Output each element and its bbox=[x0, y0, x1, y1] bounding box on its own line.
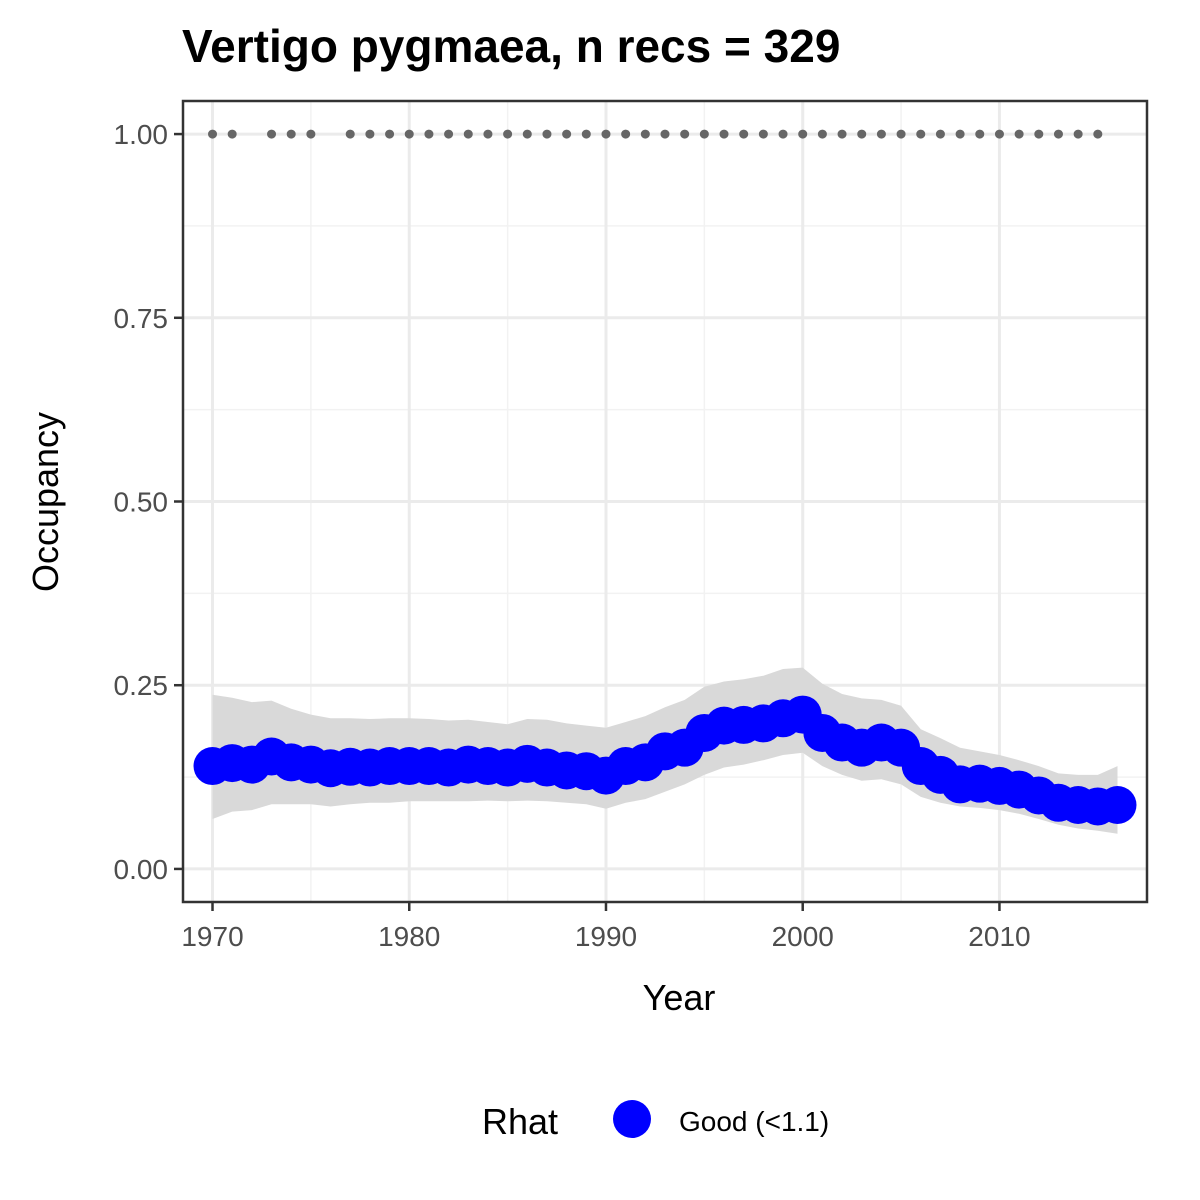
record-marker bbox=[463, 129, 473, 139]
record-marker bbox=[365, 129, 375, 139]
record-marker bbox=[975, 129, 985, 139]
record-marker bbox=[857, 129, 867, 139]
record-marker bbox=[680, 129, 690, 139]
data-point bbox=[1098, 785, 1137, 824]
x-tick-label: 1980 bbox=[378, 921, 440, 952]
record-marker bbox=[562, 129, 572, 139]
y-tick-label: 1.00 bbox=[114, 119, 169, 150]
record-marker bbox=[1014, 129, 1024, 139]
record-marker bbox=[1034, 129, 1044, 139]
record-marker bbox=[1053, 129, 1063, 139]
legend-title: Rhat bbox=[482, 1101, 558, 1142]
y-axis-title: Occupancy bbox=[25, 412, 66, 592]
y-tick-label: 0.50 bbox=[114, 487, 169, 518]
record-marker bbox=[621, 129, 631, 139]
record-marker bbox=[1073, 129, 1083, 139]
record-marker bbox=[876, 129, 886, 139]
x-tick-label: 1990 bbox=[575, 921, 637, 952]
record-marker bbox=[916, 129, 926, 139]
record-marker bbox=[581, 129, 591, 139]
record-marker bbox=[483, 129, 493, 139]
x-axis: 1970 1980 1990 2000 2010 bbox=[181, 902, 1031, 952]
record-marker bbox=[542, 129, 552, 139]
record-marker bbox=[522, 129, 532, 139]
record-marker bbox=[739, 129, 749, 139]
chart-title: Vertigo pygmaea, n recs = 329 bbox=[182, 20, 840, 72]
record-marker bbox=[758, 129, 768, 139]
occupancy-points bbox=[193, 695, 1137, 826]
legend-label-good: Good (<1.1) bbox=[679, 1106, 829, 1137]
x-tick-label: 2010 bbox=[968, 921, 1030, 952]
record-marker bbox=[306, 129, 316, 139]
record-marker bbox=[345, 129, 355, 139]
record-marker bbox=[955, 129, 965, 139]
record-marker bbox=[444, 129, 454, 139]
y-tick-label: 0.25 bbox=[114, 670, 169, 701]
record-marker bbox=[227, 129, 237, 139]
x-axis-title: Year bbox=[643, 977, 716, 1018]
record-marker bbox=[208, 129, 218, 139]
record-marker bbox=[385, 129, 395, 139]
y-tick-label: 0.00 bbox=[114, 854, 169, 885]
x-tick-label: 2000 bbox=[772, 921, 834, 952]
x-tick-label: 1970 bbox=[181, 921, 243, 952]
record-marker bbox=[660, 129, 670, 139]
record-marker bbox=[267, 129, 277, 139]
record-marker bbox=[798, 129, 808, 139]
record-marker bbox=[503, 129, 513, 139]
record-year-markers bbox=[208, 129, 1103, 139]
record-marker bbox=[719, 129, 729, 139]
record-marker bbox=[994, 129, 1004, 139]
legend-key-good bbox=[613, 1100, 651, 1138]
record-marker bbox=[837, 129, 847, 139]
record-marker bbox=[601, 129, 611, 139]
record-marker bbox=[935, 129, 945, 139]
record-marker bbox=[404, 129, 414, 139]
record-marker bbox=[896, 129, 906, 139]
y-axis: 0.00 0.25 0.50 0.75 1.00 bbox=[114, 119, 183, 885]
record-marker bbox=[424, 129, 434, 139]
record-marker bbox=[778, 129, 788, 139]
record-marker bbox=[1093, 129, 1103, 139]
y-tick-label: 0.75 bbox=[114, 303, 169, 334]
record-marker bbox=[640, 129, 650, 139]
record-marker bbox=[286, 129, 296, 139]
record-marker bbox=[699, 129, 709, 139]
legend: Rhat Good (<1.1) bbox=[482, 1100, 829, 1142]
record-marker bbox=[817, 129, 827, 139]
